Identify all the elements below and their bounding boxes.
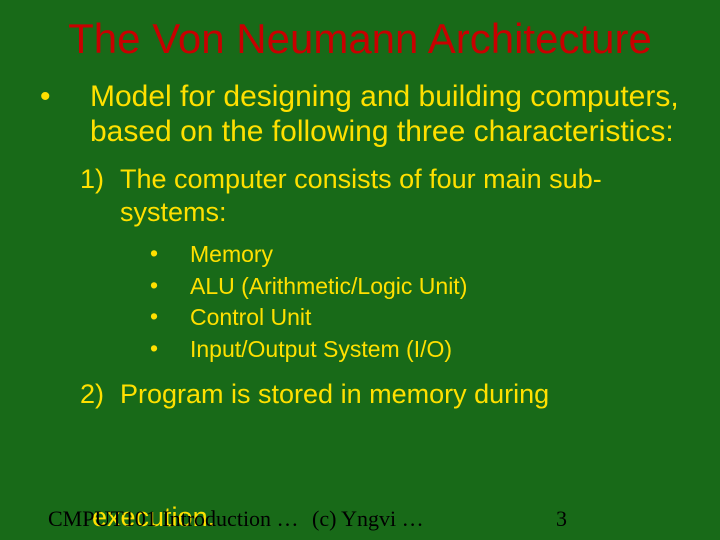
numbered-text: Program is stored in memory during (120, 378, 549, 410)
footer-left-text: CMPUT101 Introduction … (48, 506, 299, 532)
numbered-item-1: 1) The computer consists of four main su… (80, 163, 690, 228)
number-marker: 2) (80, 378, 120, 410)
bullet-dot: • (40, 80, 90, 149)
footer-page-number: 3 (556, 506, 567, 532)
numbered-item-2: 2) Program is stored in memory during (80, 378, 690, 410)
sub-bullet-text: ALU (Arithmetic/Logic Unit) (190, 272, 467, 301)
bullet-level1: • Model for designing and building compu… (40, 80, 690, 149)
sub-bullet-item: • Memory (150, 240, 690, 269)
bullet-dot: • (150, 272, 190, 301)
sub-bullet-text: Memory (190, 240, 273, 269)
sub-bullet-text: Control Unit (190, 303, 311, 332)
sub-bullet-text: Input/Output System (I/O) (190, 335, 452, 364)
sub-bullet-group: • Memory • ALU (Arithmetic/Logic Unit) •… (150, 240, 690, 364)
numbered-text: The computer consists of four main sub-s… (120, 163, 690, 228)
bullet-dot: • (150, 303, 190, 332)
sub-bullet-item: • Control Unit (150, 303, 690, 332)
bullet-dot: • (150, 240, 190, 269)
number-marker: 1) (80, 163, 120, 228)
sub-bullet-item: • Input/Output System (I/O) (150, 335, 690, 364)
bullet-text: Model for designing and building compute… (90, 80, 690, 149)
bullet-dot: • (150, 335, 190, 364)
slide-title: The Von Neumann Architecture (30, 16, 690, 62)
sub-bullet-item: • ALU (Arithmetic/Logic Unit) (150, 272, 690, 301)
footer-center-text: (c) Yngvi … (312, 506, 424, 532)
slide: The Von Neumann Architecture • Model for… (0, 0, 720, 540)
